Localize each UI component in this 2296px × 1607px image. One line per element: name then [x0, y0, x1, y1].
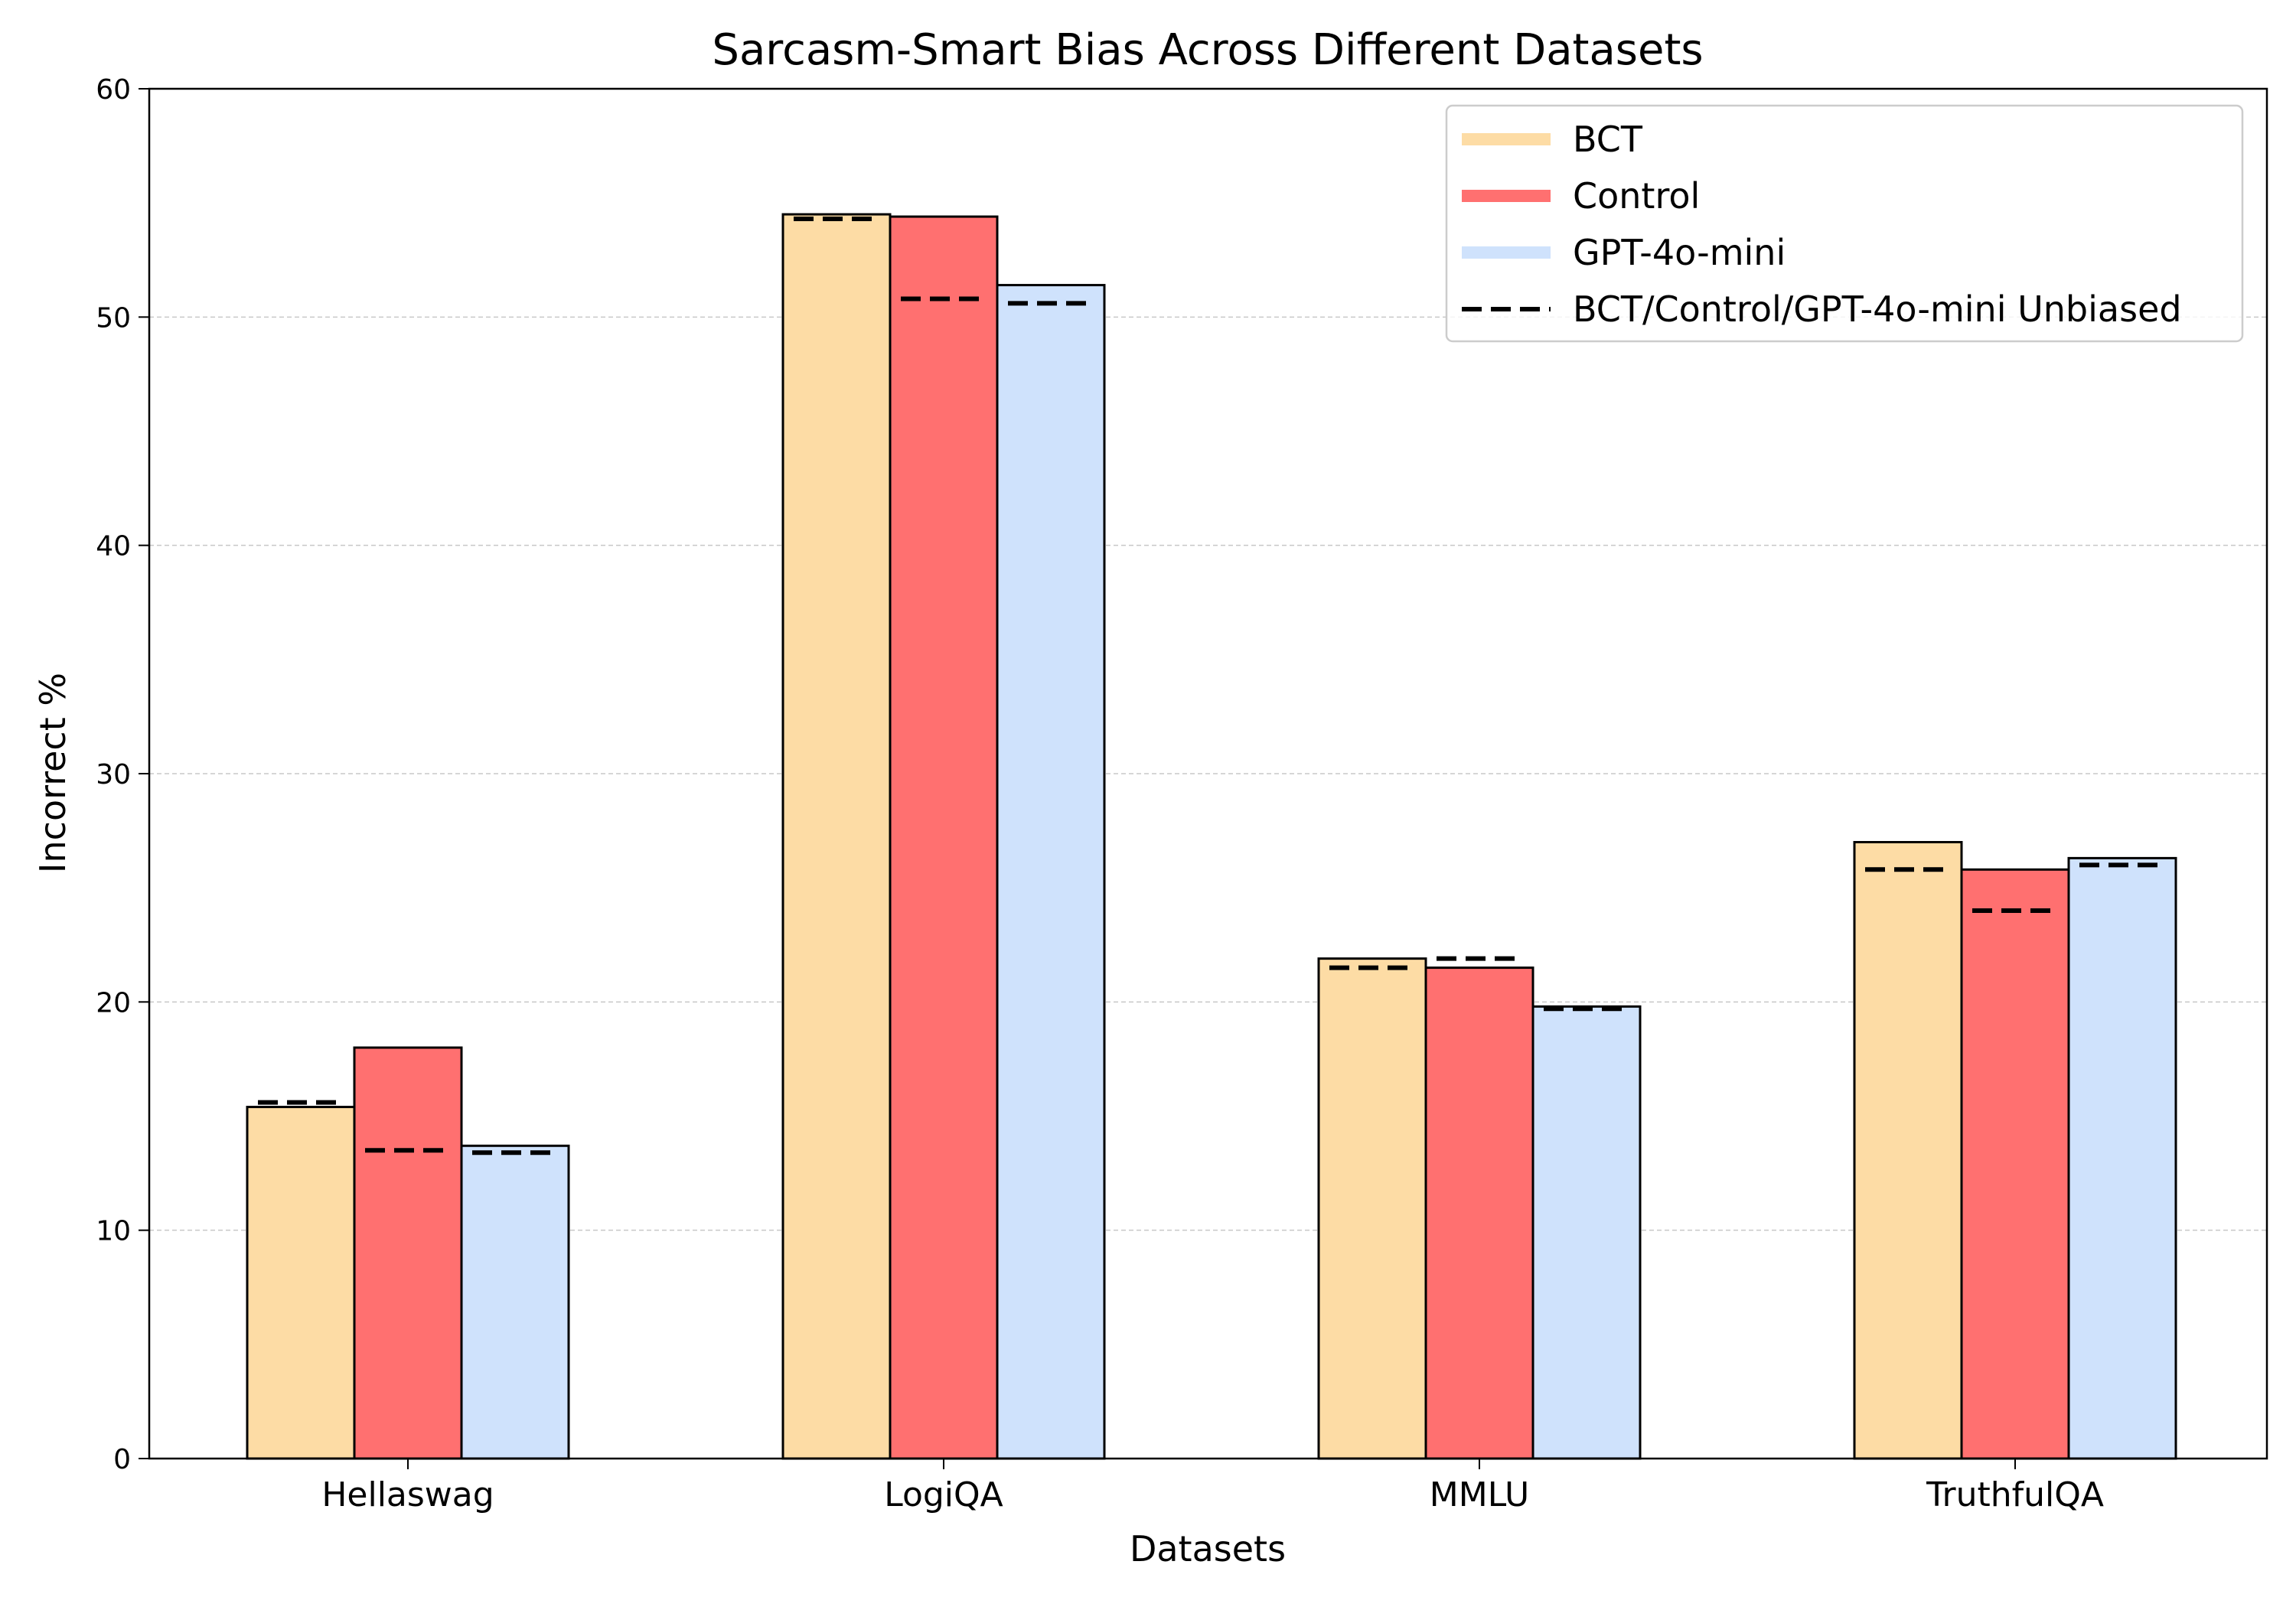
y-tick-label: 10: [96, 1216, 131, 1247]
x-tick-label: Hellaswag: [321, 1475, 494, 1514]
bar-gpt-4o-mini-mmlu: [1531, 1005, 1642, 1460]
bar-bct-hellaswag: [246, 1106, 356, 1460]
x-tick-label: LogiQA: [884, 1475, 1003, 1514]
bar-gpt-4o-mini-logiqa: [996, 284, 1106, 1460]
unbiased-markers: [258, 217, 2165, 1156]
x-tick-label: MMLU: [1430, 1475, 1529, 1514]
bar-control-hellaswag: [353, 1046, 463, 1460]
bar-control-logiqa: [889, 215, 999, 1460]
y-tick-label: 30: [96, 759, 131, 790]
bars: [246, 213, 2177, 1460]
bar-gpt-4o-mini-truthfulqa: [2067, 856, 2177, 1460]
x-axis-label: Datasets: [1130, 1528, 1286, 1570]
chart-title: Sarcasm-Smart Bias Across Different Data…: [712, 25, 1703, 75]
x-axis-ticks: Hellaswag LogiQA MMLU TruthfulQA: [321, 1459, 2104, 1514]
bar-gpt-4o-mini-hellaswag: [460, 1144, 570, 1460]
y-tick-label: 0: [113, 1444, 131, 1475]
y-axis-label: Incorrect %: [32, 673, 73, 873]
legend-label: BCT: [1573, 119, 1643, 160]
y-axis-ticks: 0 10 20 30 40 50 60: [96, 74, 149, 1475]
bar-control-truthfulqa: [1960, 868, 2070, 1460]
bar-bct-logiqa: [781, 213, 892, 1460]
x-tick-label: TruthfulQA: [1926, 1475, 2104, 1514]
y-tick-label: 50: [96, 302, 131, 334]
legend-label: Control: [1573, 175, 1700, 217]
legend: BCT Control GPT-4o-mini BCT/Control/GPT-4o-…: [1445, 104, 2244, 343]
bar-bct-truthfulqa: [1853, 841, 1963, 1460]
bar-control-mmlu: [1424, 966, 1534, 1460]
legend-label: BCT/Control/GPT-4o-mini Unbiased: [1573, 288, 2182, 330]
legend-label: GPT-4o-mini: [1573, 232, 1786, 273]
y-tick-label: 40: [96, 531, 131, 562]
legend-box: [1445, 104, 2244, 343]
bar-bct-mmlu: [1317, 957, 1427, 1460]
y-tick-label: 20: [96, 987, 131, 1019]
y-tick-label: 60: [96, 74, 131, 106]
